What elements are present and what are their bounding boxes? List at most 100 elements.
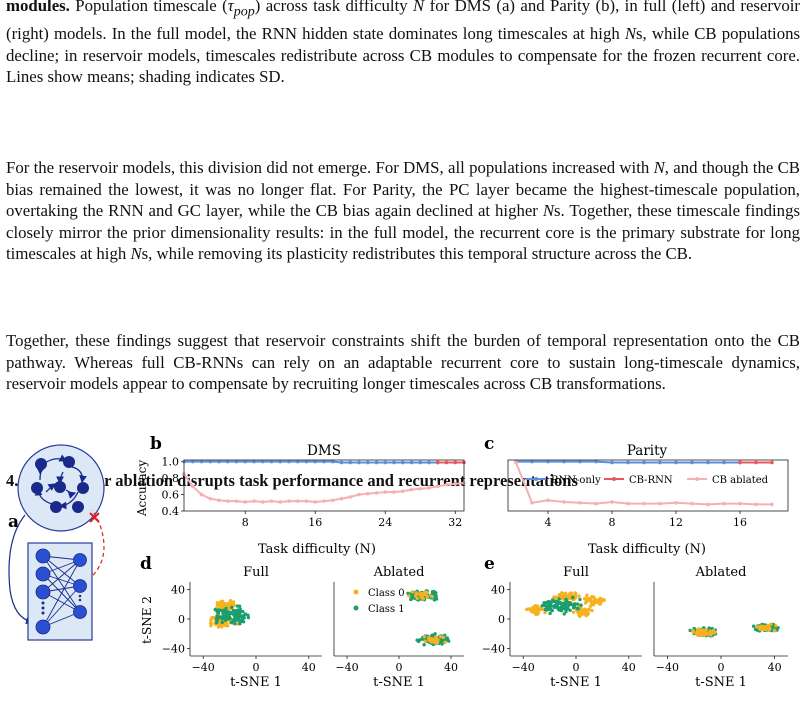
caption-text: Population timescale (τpop) across task … bbox=[6, 0, 801, 87]
scatter-d-full-point bbox=[230, 605, 234, 609]
chart-b-point-rnn_only bbox=[357, 460, 361, 465]
chart-b-point-rnn_only bbox=[409, 460, 414, 465]
chart-c-xtick-label: 12 bbox=[669, 516, 683, 529]
chart-c-point-rnn_only bbox=[562, 459, 566, 464]
chart-b-point-rnn_only bbox=[392, 460, 396, 465]
scatter-d-ablated-point bbox=[420, 595, 425, 599]
scatter-d-full-point bbox=[221, 608, 226, 613]
scatter-d-full-point bbox=[231, 601, 235, 605]
scatter-e-full-point bbox=[548, 611, 552, 616]
chart-b-point-cb_ablated bbox=[234, 499, 239, 503]
scatter-d-full-point bbox=[224, 606, 228, 611]
scatter-e-full-point bbox=[587, 596, 592, 601]
chart-b-point-rnn_only bbox=[313, 459, 318, 464]
scatter-e-full-point bbox=[573, 593, 577, 598]
scatter-e-ablated-xlabel: t-SNE 1 bbox=[695, 675, 747, 690]
chart-c-point-cb_ablated bbox=[738, 501, 742, 506]
chart-b-frame bbox=[183, 459, 465, 512]
scatter-e-full-point bbox=[582, 612, 586, 616]
scatter-e-full-point bbox=[556, 601, 560, 605]
scatter-e-full-point bbox=[595, 599, 599, 604]
chart-b-xtick-label: 16 bbox=[308, 516, 322, 529]
chart-c-point-cb_ablated bbox=[722, 501, 726, 506]
scatter-d-full-ytick-label: −40 bbox=[162, 643, 185, 656]
scatter-e-full-point bbox=[588, 604, 593, 608]
scatter-d-full-point bbox=[240, 616, 245, 621]
scatter-e-full-point bbox=[544, 604, 548, 608]
tsne-d-ablated: Ablated −40 0 40 t-SNE 1 bbox=[333, 565, 464, 690]
scatter-d-full-point bbox=[223, 603, 227, 607]
scatter-d-ablated-point bbox=[430, 594, 434, 599]
chart-b-point-rnn_only bbox=[199, 459, 204, 464]
chart-b-series-rnn_only bbox=[184, 460, 438, 464]
chart-c-point-cb_ablated bbox=[658, 501, 662, 506]
scatter-e-full-ytick-label: 0 bbox=[498, 613, 505, 626]
scatter-e-full-point bbox=[569, 602, 574, 607]
legend-label-cb-ablated: CB ablated bbox=[712, 475, 769, 486]
scatter-e-full-point bbox=[575, 602, 580, 606]
scatter-e-full-point bbox=[571, 595, 575, 600]
scatter-d-ablated-point bbox=[438, 634, 443, 639]
chart-b-point-rnn_only bbox=[304, 459, 309, 464]
scatter-d-full-point bbox=[232, 612, 237, 617]
scatter-d-full-point bbox=[216, 625, 221, 629]
scatter-e-full-point bbox=[534, 610, 538, 614]
scatter-e-full-point bbox=[568, 608, 572, 612]
scatter-e-full-point bbox=[562, 606, 566, 611]
scatter-e-full-point bbox=[557, 597, 561, 601]
chart-b-point-cb_ablated bbox=[374, 491, 379, 495]
scatter-d-ablated-title: Ablated bbox=[373, 565, 425, 580]
chart-b-point-rnn_only bbox=[418, 460, 423, 465]
scatter-e-ablated-point bbox=[699, 628, 704, 633]
chart-b-point-cb_ablated bbox=[409, 487, 414, 492]
scatter-d-full-xlabel: t-SNE 1 bbox=[230, 675, 282, 690]
chart-b-xtick-label: 32 bbox=[448, 516, 462, 529]
scatter-e-ablated-point bbox=[691, 630, 695, 635]
chart-b-point-cb_ablated bbox=[339, 496, 344, 501]
chart-b-point-rnn_only bbox=[427, 460, 431, 465]
chart-c-point-rnn_only bbox=[706, 460, 710, 465]
scatter-e-ablated-point bbox=[760, 625, 764, 629]
scatter-d-full-point bbox=[224, 612, 228, 616]
chart-c-point-rnn_only bbox=[610, 460, 614, 465]
legend-label-class0: Class 0 bbox=[368, 588, 405, 599]
chart-b-point-cb_ablated bbox=[348, 495, 353, 499]
chart-b-xtick-label: 8 bbox=[242, 516, 249, 529]
scatter-e-ablated-point bbox=[688, 628, 692, 633]
scatter-d-full-point bbox=[220, 620, 224, 625]
scatter-d-full-point bbox=[209, 618, 213, 622]
chart-b-point-rnn_only bbox=[269, 459, 274, 464]
scatter-d-ablated-point bbox=[444, 637, 448, 641]
chart-c-point-rnn_only bbox=[626, 460, 630, 465]
scatter-e-full-point bbox=[579, 603, 583, 607]
chart-c-point-cb_ablated bbox=[674, 500, 678, 505]
chart-b-point-rnn_only bbox=[217, 459, 221, 464]
scatter-e-full-point bbox=[585, 593, 589, 597]
chart-b-point-cb_ablated bbox=[269, 499, 274, 503]
chart-c-point-rnn_only bbox=[722, 460, 726, 465]
chart-b-point-cb_ablated bbox=[453, 482, 458, 486]
chart-c-point-cb_ablated bbox=[770, 502, 774, 507]
chart-b-point-cb_ablated bbox=[322, 499, 326, 503]
scatter-d-ablated-xtick-label: 40 bbox=[444, 661, 458, 674]
chart-b-ticks: 8 16 24 32 0.4 0.6 0.8 1.0 bbox=[162, 456, 463, 529]
chart-c-point-cb_ablated bbox=[690, 501, 694, 506]
scatter-d-ablated-point bbox=[410, 590, 415, 594]
legend-marker-class1 bbox=[353, 605, 359, 611]
panel-letter-d: d bbox=[140, 554, 152, 574]
scatter-e-full-point bbox=[586, 612, 590, 616]
legend-marker-class0 bbox=[353, 589, 359, 595]
scatter-e-ablated-xtick-label: −40 bbox=[656, 661, 679, 674]
chart-b-point-rnn_only bbox=[400, 460, 405, 465]
chart-c-point-cb_ablated bbox=[626, 501, 630, 506]
chart-b-point-cb_rnn bbox=[453, 460, 458, 465]
scatter-e-full-point bbox=[579, 613, 583, 617]
scatter-d-full-point bbox=[235, 618, 239, 622]
chart-b-point-cb_ablated bbox=[418, 486, 423, 491]
chart-b-point-rnn_only bbox=[374, 460, 379, 465]
panel-letter-a: a bbox=[8, 512, 19, 532]
chart-b-point-cb_ablated bbox=[199, 492, 204, 497]
scatter-e-ablated-point bbox=[764, 625, 768, 629]
scatter-d-ablated-point bbox=[441, 635, 446, 640]
scatter-e-full-point bbox=[590, 608, 594, 613]
